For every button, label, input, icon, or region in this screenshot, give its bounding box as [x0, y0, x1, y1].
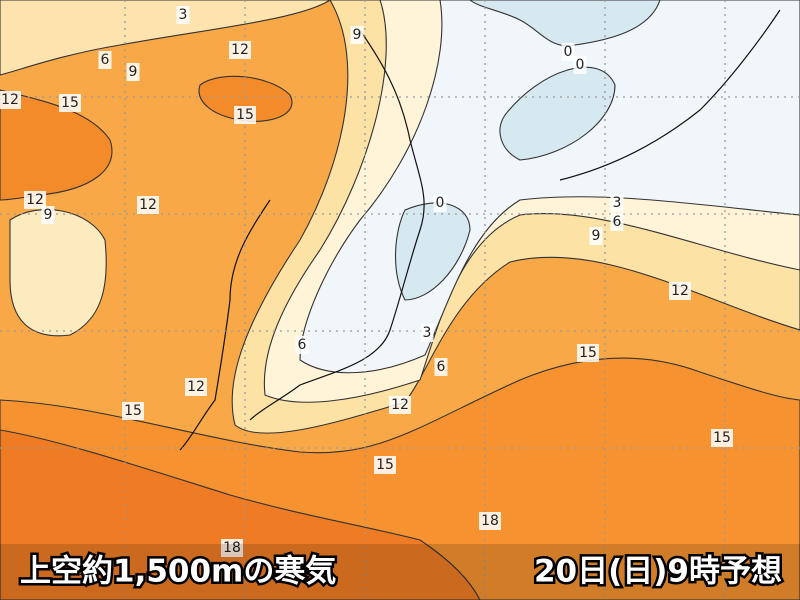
contour-label-bg [669, 282, 691, 300]
contour-label: 0 [576, 57, 585, 73]
contour-label: 12 [1, 92, 19, 108]
contour-label-bg [122, 402, 144, 420]
contour-label-bg [610, 194, 624, 212]
contour-label-bg [433, 194, 447, 212]
contour-label: 0 [436, 195, 445, 211]
contour-label: 12 [391, 397, 409, 413]
contour-label-bg [221, 539, 243, 557]
contour-label: 15 [579, 345, 597, 361]
contour-label-bg [176, 6, 190, 24]
contour-label: 3 [613, 195, 622, 211]
contour-label-bg [479, 512, 501, 530]
contour-label: 9 [129, 64, 138, 80]
zone-15-west [0, 89, 113, 201]
contour-label: 15 [236, 107, 254, 123]
contour-label-bg [420, 324, 434, 342]
caption-title: 上空約1,500mの寒気 [20, 554, 336, 590]
contour-label-bg [185, 378, 207, 396]
contour-label: 12 [231, 42, 249, 58]
contour-label: 6 [437, 359, 446, 375]
contour-label-bg [389, 396, 411, 414]
contour-label-bg [59, 94, 81, 112]
zone-18 [0, 429, 481, 600]
contour-label: 3 [179, 7, 188, 23]
contour-label-bg [24, 191, 46, 209]
contour-label: 9 [592, 228, 601, 244]
contour-label-bg [434, 358, 448, 376]
contour-label-bg [573, 56, 587, 74]
contour-label-bg [350, 26, 364, 44]
contour-label-bg [41, 206, 55, 224]
contour-label: 6 [613, 214, 622, 230]
contour-label: 3 [423, 325, 432, 341]
contour-label: 12 [26, 192, 44, 208]
contour-label-bg [98, 51, 112, 69]
contour-label: 0 [564, 44, 573, 60]
contour-label: 12 [671, 283, 689, 299]
contour-label: 18 [481, 513, 499, 529]
contour-label-bg [229, 41, 251, 59]
contour-label: 6 [101, 52, 110, 68]
coastline [559, 9, 781, 181]
contour-label-bg [577, 344, 599, 362]
contour-label: 15 [376, 457, 394, 473]
contour-label-bg [295, 336, 309, 354]
caption-band [0, 544, 800, 600]
caption-time: 20日(日)9時予想 [534, 554, 782, 590]
contour-label: 9 [353, 27, 362, 43]
zone-below-0-japan [395, 202, 471, 301]
contour-label-bg [137, 196, 159, 214]
contour-label-bg [711, 429, 733, 447]
zone-9-west [9, 209, 107, 337]
zone-below-0-east [499, 66, 616, 161]
coastline [179, 199, 271, 451]
coastline [249, 29, 425, 421]
contour-label: 15 [124, 403, 142, 419]
contour-label: 18 [223, 540, 241, 556]
zone-top-pale [0, 0, 331, 76]
contour-label-bg [561, 43, 575, 61]
contour-label-bg [0, 91, 21, 109]
contour-label-bg [374, 456, 396, 474]
coastlines [179, 9, 781, 451]
contour-label-bg [610, 213, 624, 231]
zone-below-0-north [469, 0, 661, 47]
contour-label-bg [589, 227, 603, 245]
contour-label: 12 [139, 197, 157, 213]
contour-label-bg [234, 106, 256, 124]
contour-label: 15 [713, 430, 731, 446]
contour-label: 6 [298, 337, 307, 353]
contour-label: 9 [44, 207, 53, 223]
contour-label: 12 [187, 379, 205, 395]
contour-label: 15 [61, 95, 79, 111]
contour-label-bg [126, 63, 140, 81]
